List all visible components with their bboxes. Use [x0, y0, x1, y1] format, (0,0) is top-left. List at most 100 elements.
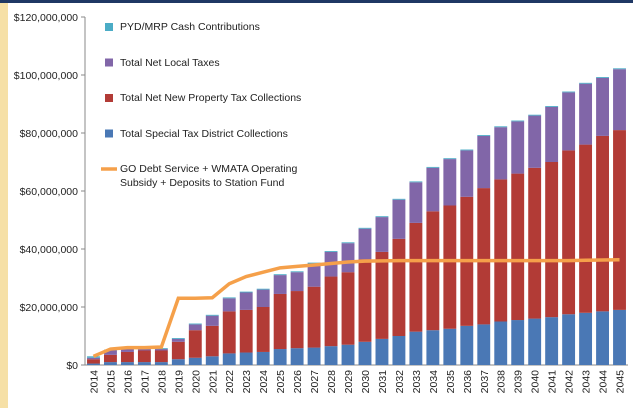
- bar-segment: [426, 166, 440, 168]
- bar-segment: [358, 259, 372, 342]
- bar-segment: [392, 199, 406, 239]
- bar-segment: [562, 91, 576, 93]
- bar-segment: [120, 351, 134, 363]
- x-tick-label: 2029: [343, 370, 355, 394]
- legend-swatch: [105, 23, 113, 31]
- bar-segment: [87, 359, 100, 364]
- bar-segment: [358, 341, 372, 365]
- bar-segment: [579, 82, 593, 84]
- bar-segment: [562, 314, 576, 365]
- bar-segment: [477, 324, 491, 365]
- bar-segment: [188, 324, 202, 331]
- bar-segment: [137, 350, 151, 363]
- bar-segment: [171, 338, 185, 339]
- bar-segment: [443, 328, 457, 365]
- bar-segment: [443, 158, 457, 160]
- y-tick-label: $120,000,000: [14, 12, 78, 24]
- bar-segment: [154, 362, 168, 365]
- bar-segment: [596, 135, 609, 312]
- bar-segment: [222, 298, 236, 312]
- bar-segment: [341, 272, 355, 345]
- bar-segment: [307, 263, 321, 287]
- bar-segment: [239, 309, 253, 353]
- bar-segment: [460, 149, 474, 151]
- bar-segment: [239, 292, 253, 310]
- bar-segment: [256, 289, 270, 307]
- bar-segment: [613, 309, 626, 365]
- bar-segment: [375, 217, 389, 252]
- bar-segment: [528, 114, 542, 116]
- bar-segment: [205, 315, 219, 326]
- bar-segment: [562, 150, 576, 315]
- x-tick-label: 2043: [581, 370, 593, 394]
- bar-segment: [137, 362, 151, 365]
- x-tick-label: 2022: [224, 370, 236, 394]
- x-tick-label: 2019: [173, 370, 185, 394]
- bar-segment: [307, 286, 321, 348]
- bar-segment: [273, 293, 287, 350]
- bar-segment: [494, 126, 508, 128]
- bar-segment: [613, 68, 626, 70]
- x-tick-label: 2036: [462, 370, 474, 394]
- bar-segment: [104, 354, 117, 363]
- bar-segment: [409, 181, 423, 183]
- x-tick-label: 2040: [530, 370, 542, 394]
- x-tick-label: 2017: [139, 370, 151, 394]
- bar-segment: [273, 349, 287, 365]
- x-tick-label: 2016: [122, 370, 134, 394]
- legend-swatch: [105, 58, 113, 67]
- bar-segment: [545, 106, 559, 162]
- bar-segment: [104, 350, 117, 355]
- bar-segment: [239, 352, 253, 365]
- bar-segment: [494, 127, 508, 180]
- bar-segment: [239, 291, 253, 293]
- bar-segment: [426, 330, 440, 365]
- bar-segment: [205, 325, 219, 357]
- legend-swatch: [105, 94, 113, 102]
- bar-segment: [511, 120, 525, 122]
- bar-segment: [171, 341, 185, 360]
- bar-segment: [273, 274, 287, 276]
- bar-segment: [511, 121, 525, 174]
- bar-segment: [545, 106, 559, 107]
- bar-segment: [222, 297, 236, 299]
- bar-segment: [375, 216, 389, 218]
- x-tick-label: 2038: [496, 370, 508, 394]
- bar-segment: [171, 338, 185, 342]
- x-tick-label: 2023: [241, 370, 253, 394]
- bar-segment: [460, 325, 474, 365]
- bar-segment: [341, 242, 355, 244]
- bar-segment: [290, 348, 304, 365]
- y-tick-label: $40,000,000: [20, 244, 79, 256]
- x-tick-label: 2030: [360, 370, 372, 394]
- bar-segment: [307, 347, 321, 365]
- bar-segment: [324, 251, 338, 252]
- bar-segment: [290, 272, 304, 292]
- legend-swatch: [105, 129, 113, 138]
- x-tick-label: 2035: [445, 370, 457, 394]
- bar-segment: [358, 228, 372, 260]
- bar-segment: [290, 271, 304, 273]
- bar-segment: [341, 344, 355, 365]
- bar-segment: [426, 167, 440, 212]
- bar-segment: [154, 350, 168, 363]
- bar-segment: [188, 357, 202, 365]
- bar-segment: [613, 130, 626, 310]
- bar-segment: [341, 243, 355, 273]
- y-tick-label: $20,000,000: [20, 302, 79, 314]
- x-tick-label: 2045: [615, 370, 627, 394]
- bar-segment: [358, 227, 372, 229]
- bar-segment: [477, 135, 491, 136]
- bar-segment: [205, 356, 219, 365]
- bar-segment: [443, 205, 457, 329]
- bar-segment: [188, 330, 202, 358]
- x-tick-label: 2044: [598, 370, 610, 394]
- bar-segment: [104, 362, 117, 365]
- bar-segment: [392, 198, 406, 200]
- bar-segment: [613, 69, 626, 131]
- x-tick-label: 2027: [309, 370, 321, 394]
- x-tick-label: 2015: [105, 370, 117, 394]
- bar-segment: [290, 291, 304, 349]
